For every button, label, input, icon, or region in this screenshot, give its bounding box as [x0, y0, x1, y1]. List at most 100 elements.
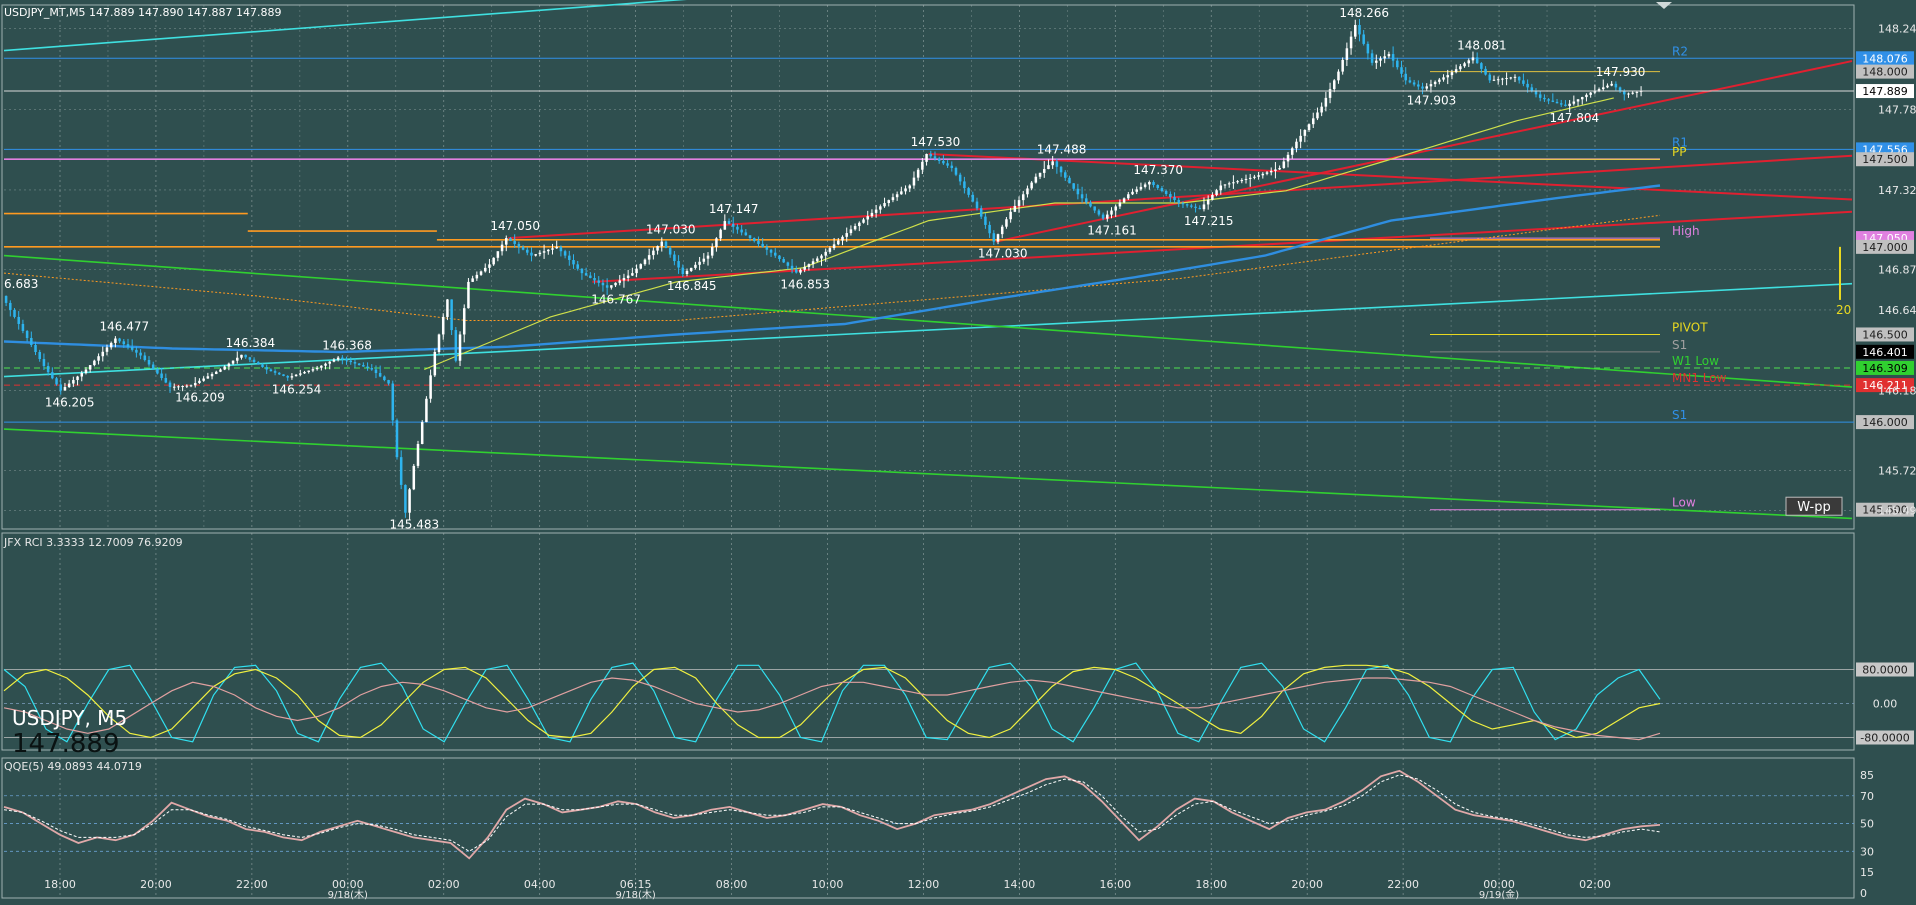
candle-down — [357, 363, 361, 366]
candle-down — [946, 163, 949, 166]
candle-down — [559, 246, 563, 252]
candle-up — [879, 206, 882, 210]
symbol-caption: USDJPY, M5 — [12, 706, 127, 730]
candle-up — [1278, 167, 1281, 170]
candle-up — [1576, 99, 1580, 102]
candle-up — [88, 365, 92, 370]
candle-up — [332, 359, 336, 362]
candle-down — [135, 349, 138, 353]
price-label: 146.853 — [780, 278, 830, 292]
candle-down — [349, 360, 353, 363]
candle-down — [992, 233, 996, 242]
qqe-axis-tick: 50 — [1860, 818, 1874, 831]
candle-down — [677, 261, 680, 268]
candle-up — [828, 248, 832, 252]
candle-down — [748, 235, 752, 239]
candle-down — [1391, 54, 1395, 61]
candle-up — [1236, 181, 1239, 183]
candle-down — [1522, 80, 1525, 84]
candle-up — [1013, 205, 1017, 212]
time-axis-tick: 02:00 — [1579, 878, 1611, 891]
candle-up — [1639, 91, 1643, 93]
candle-down — [1559, 103, 1563, 105]
price-label: 148.266 — [1339, 6, 1389, 20]
candle-up — [488, 264, 491, 268]
main-price-panel[interactable] — [3, 0, 1854, 521]
price-label: 146.384 — [226, 336, 276, 350]
candle-up — [689, 267, 693, 271]
candle-down — [727, 221, 731, 224]
rci-panel[interactable] — [3, 662, 1854, 743]
candle-down — [1085, 198, 1088, 203]
qqe-panel[interactable] — [3, 769, 1854, 860]
candle-down — [366, 366, 369, 369]
candle-up — [1442, 77, 1445, 80]
time-axis-tick: 00:00 — [332, 878, 364, 891]
candle-up — [429, 375, 432, 399]
candle-up — [1131, 191, 1134, 195]
candle-up — [706, 255, 710, 259]
candle-up — [631, 273, 634, 276]
candle-down — [1400, 67, 1403, 74]
candle-down — [252, 359, 256, 363]
candle-up — [420, 422, 424, 445]
candle-up — [1139, 186, 1143, 190]
price-badge — [1856, 378, 1914, 393]
price-badge-text: 148.076 — [1862, 52, 1908, 65]
candle-up — [849, 229, 853, 234]
qqe-axis-tick: 70 — [1860, 790, 1874, 803]
candle-up — [1345, 48, 1349, 60]
candle-up — [408, 489, 411, 513]
candle-up — [1509, 77, 1513, 79]
price-badge — [1856, 152, 1914, 167]
candle-up — [223, 366, 226, 370]
candle-up — [181, 385, 184, 387]
candle-up — [656, 246, 659, 251]
candle-up — [1269, 170, 1273, 173]
candle-up — [1290, 148, 1294, 155]
candle-up — [1433, 81, 1437, 85]
candle-up — [858, 222, 861, 227]
candle-up — [866, 216, 869, 220]
time-axis-tick: 16:00 — [1099, 878, 1131, 891]
candle-down — [769, 249, 773, 253]
candle-down — [450, 299, 453, 331]
rci-axis-tick: 80.0000 — [1862, 664, 1908, 677]
candle-up — [1429, 84, 1433, 87]
candle-up — [912, 177, 916, 186]
candle-down — [740, 229, 743, 233]
price-label: 145.483 — [389, 518, 439, 532]
candle-down — [17, 316, 20, 324]
price-badge — [1856, 51, 1914, 66]
price-badge — [1856, 327, 1914, 342]
candle-up — [925, 153, 928, 162]
time-axis-tick: 02:00 — [428, 878, 460, 891]
price-badge-text: 146.401 — [1862, 346, 1908, 359]
candle-up — [80, 373, 84, 377]
candle-down — [1555, 101, 1559, 104]
candle-up — [1261, 173, 1265, 176]
candle-down — [286, 375, 289, 378]
candle-down — [1475, 57, 1479, 64]
candle-up — [908, 185, 912, 189]
price-axis-tick: 145.725 — [1878, 464, 1916, 477]
rci-series-2 — [3, 677, 1661, 741]
price-label: 146.845 — [667, 279, 717, 293]
time-axis-tick: 22:00 — [236, 878, 268, 891]
candle-up — [1206, 199, 1210, 205]
qqe-series-1 — [3, 774, 1661, 852]
wpp-button[interactable] — [1785, 496, 1843, 516]
candle-up — [1034, 176, 1038, 183]
shift-marker-icon — [1656, 2, 1672, 9]
candle-down — [38, 351, 41, 360]
candle-up — [1000, 226, 1004, 235]
rci-panel-frame — [1, 532, 1855, 751]
candle-up — [1601, 87, 1605, 90]
candle-up — [799, 269, 802, 273]
candle-down — [795, 269, 798, 273]
candle-down — [164, 378, 168, 383]
candle-down — [1614, 83, 1618, 88]
main-panel-frame — [1, 4, 1855, 530]
candle-up — [534, 254, 537, 256]
candle-down — [282, 374, 285, 376]
